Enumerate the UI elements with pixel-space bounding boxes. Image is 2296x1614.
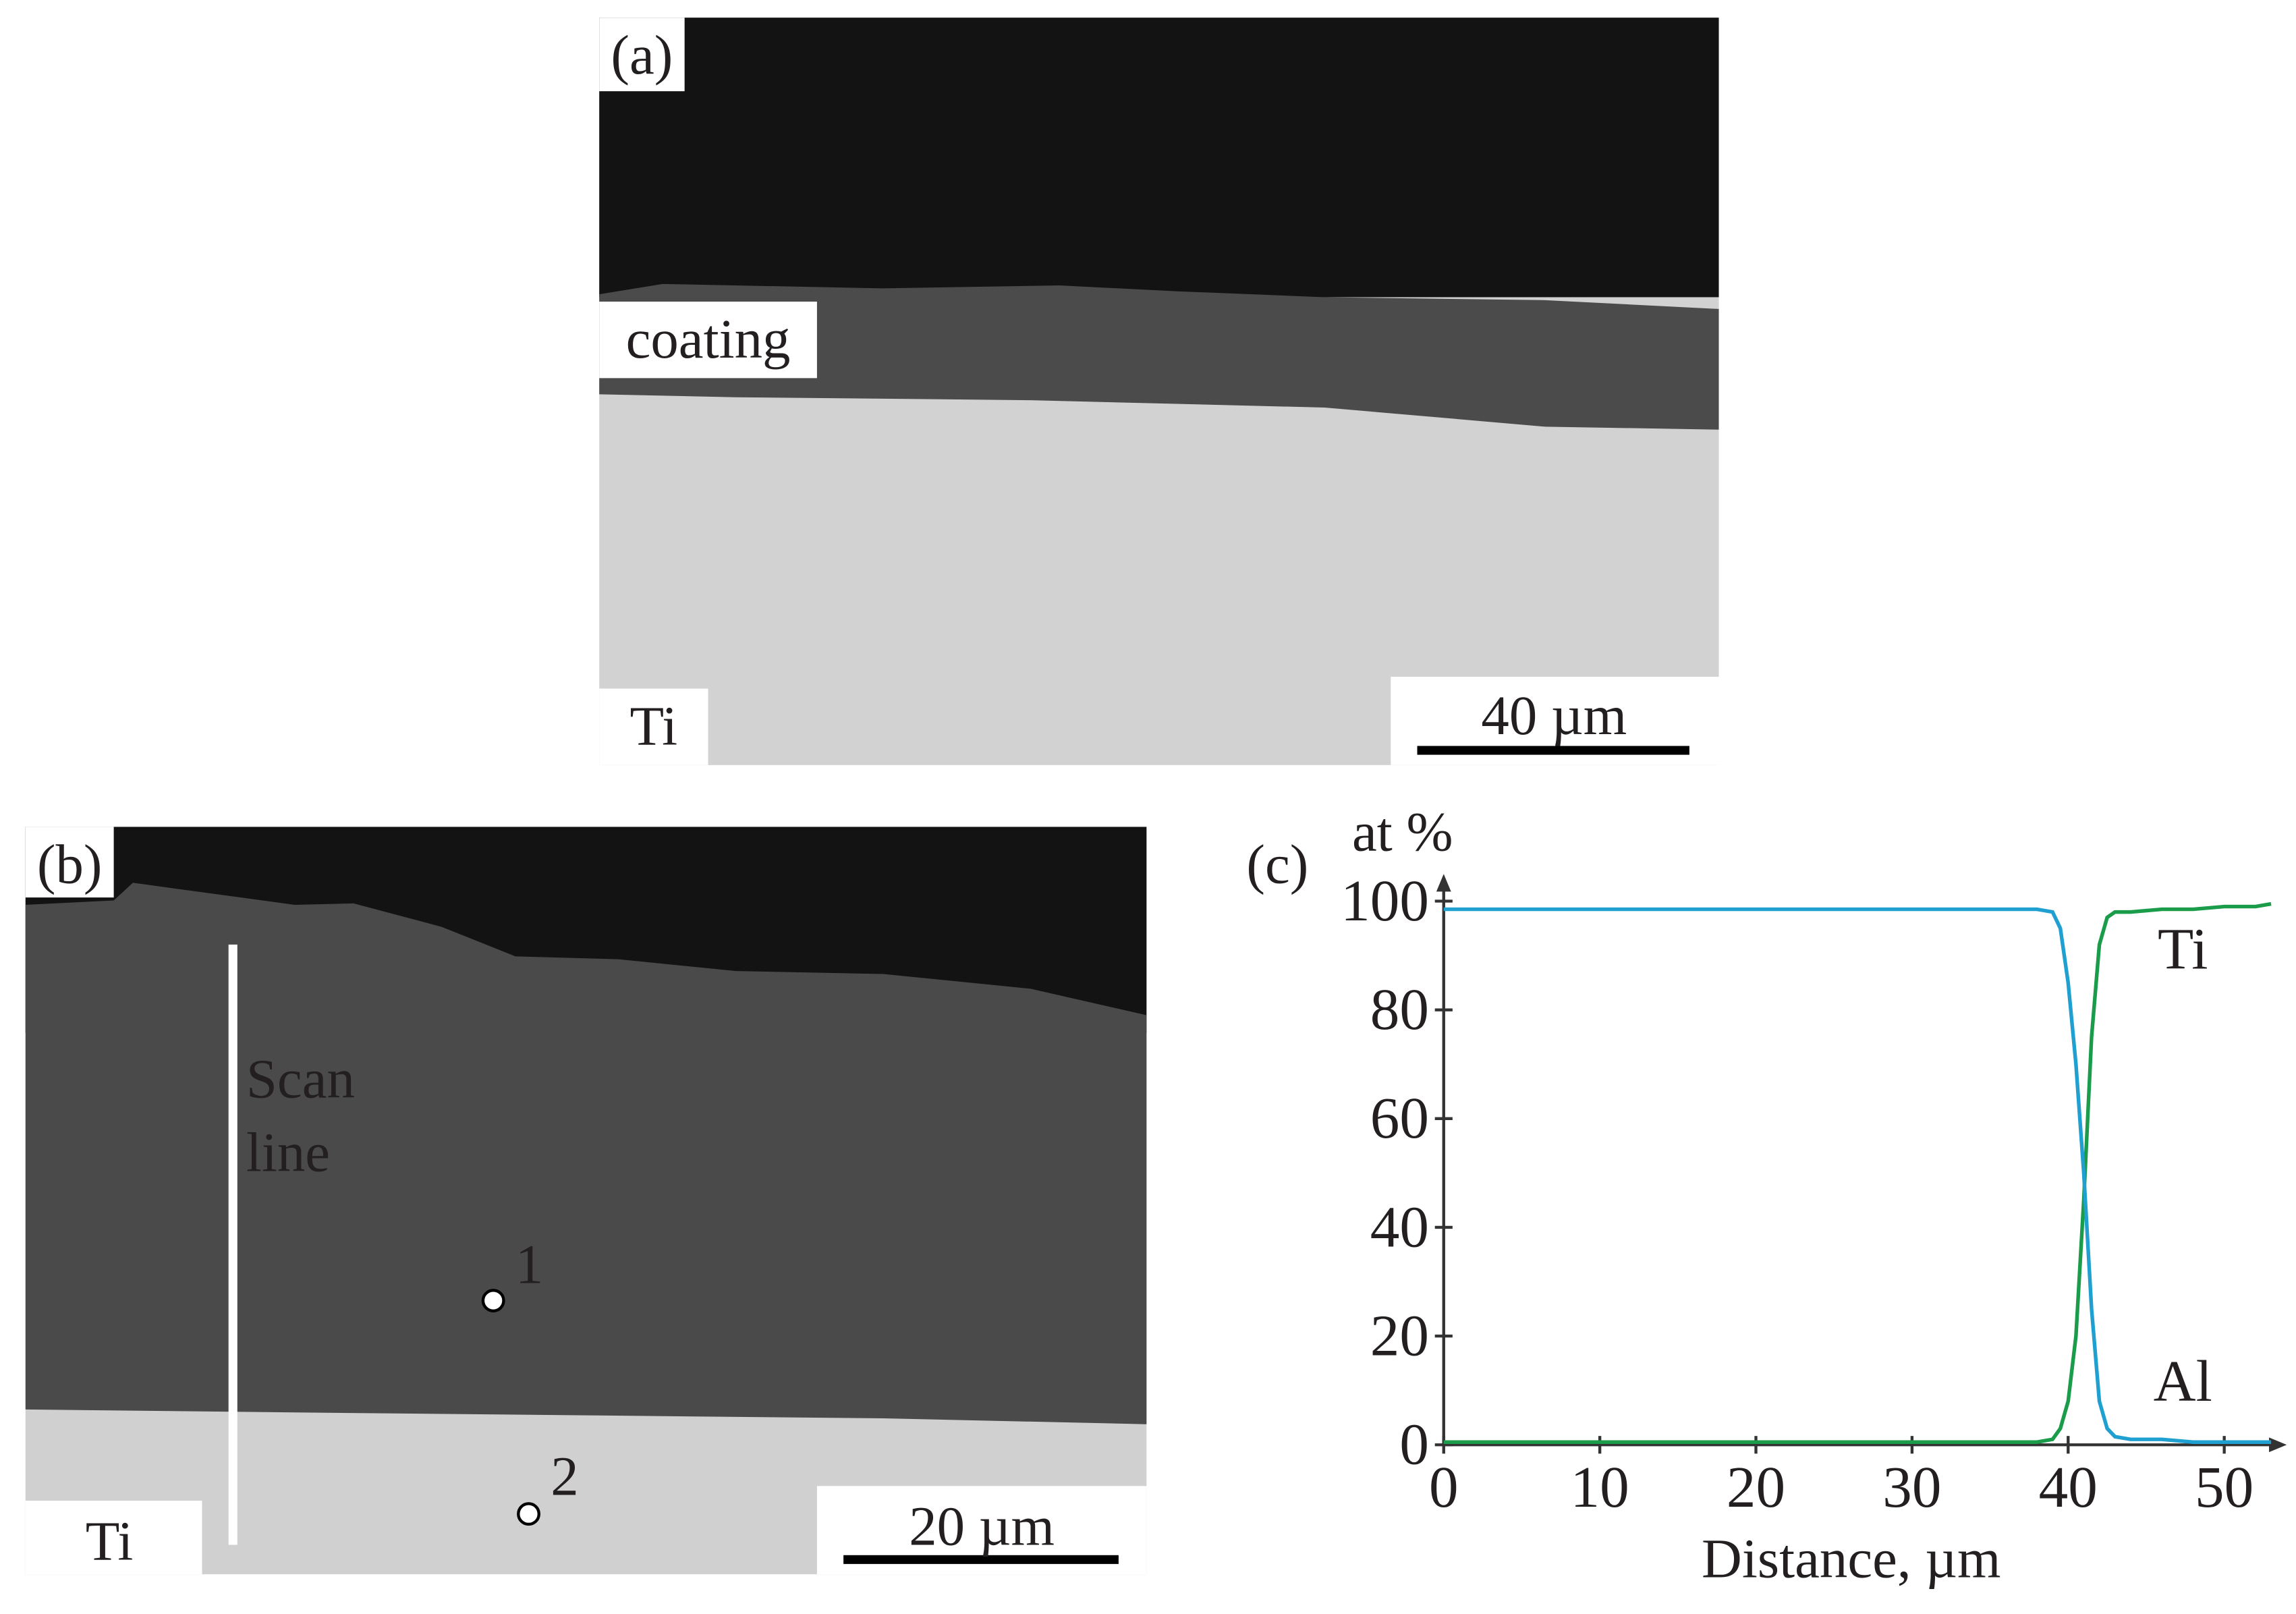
y-tick-label: 20 bbox=[1370, 1302, 1429, 1368]
y-tick-label: 100 bbox=[1341, 868, 1429, 933]
line-chart: (c) at % Distance, µm 0 20 40 60 80 100 0 10 20 3… bbox=[1246, 800, 2287, 1589]
y-tick-label: 80 bbox=[1370, 976, 1429, 1042]
panel-label: (a) bbox=[611, 24, 673, 86]
x-tick-label: 50 bbox=[2195, 1454, 2253, 1520]
micrograph-b: (b) Scan line 1 2 Ti 20 µm bbox=[25, 827, 1147, 1575]
scale-bar-label: 40 µm bbox=[1481, 684, 1627, 746]
point-label: 2 bbox=[551, 1445, 578, 1507]
x-tick-label: 40 bbox=[2039, 1454, 2098, 1520]
series-label: Al bbox=[2154, 1348, 2212, 1414]
y-axis-label: at % bbox=[1352, 800, 1453, 862]
x-tick-label: 10 bbox=[1571, 1454, 1629, 1520]
annotation: line bbox=[246, 1121, 330, 1184]
y-tick-label: 40 bbox=[1370, 1194, 1429, 1259]
x-tick-label: 0 bbox=[1429, 1454, 1459, 1520]
panel-label: (b) bbox=[37, 833, 103, 895]
scale-bar-label: 20 µm bbox=[909, 1495, 1055, 1557]
micrograph-a: (a) coating Ti 40 µm bbox=[599, 18, 1719, 765]
region-label: Ti bbox=[629, 694, 677, 756]
axis-arrow bbox=[2269, 1437, 2287, 1453]
series-label: Ti bbox=[2158, 916, 2208, 981]
x-axis-label: Distance, µm bbox=[1702, 1527, 2000, 1589]
x-tick-label: 20 bbox=[1727, 1454, 1785, 1520]
panel-label: (c) bbox=[1246, 833, 1308, 895]
region-label: Ti bbox=[86, 1509, 134, 1571]
annotation: Scan bbox=[246, 1048, 355, 1110]
axis-arrow bbox=[1436, 874, 1451, 892]
point-label: 1 bbox=[515, 1233, 543, 1295]
series-line bbox=[1443, 907, 2272, 1444]
y-tick-label: 0 bbox=[1399, 1412, 1429, 1477]
y-tick-label: 60 bbox=[1370, 1085, 1429, 1150]
x-tick-label: 30 bbox=[1882, 1454, 1941, 1520]
series-line bbox=[1443, 901, 2272, 1444]
region-label: coating bbox=[626, 308, 791, 370]
